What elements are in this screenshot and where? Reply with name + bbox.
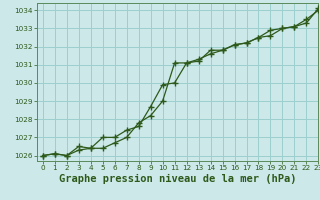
X-axis label: Graphe pression niveau de la mer (hPa): Graphe pression niveau de la mer (hPa) [59, 174, 296, 184]
